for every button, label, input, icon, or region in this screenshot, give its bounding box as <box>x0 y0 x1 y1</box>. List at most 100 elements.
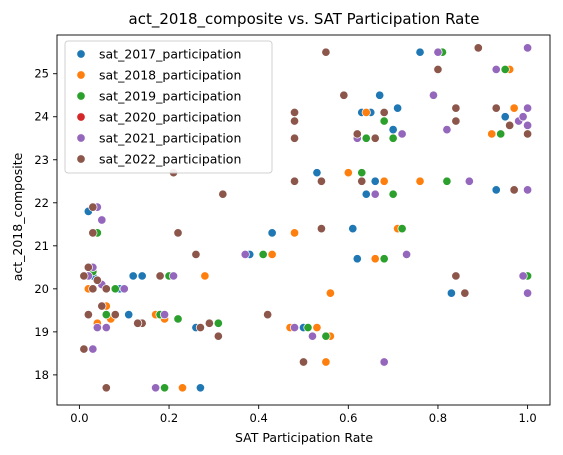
data-point <box>388 189 398 199</box>
data-point <box>137 271 147 281</box>
x-tick-label: 1.0 <box>518 411 536 425</box>
data-point <box>101 284 111 294</box>
data-point <box>79 271 89 281</box>
legend-marker <box>76 91 86 101</box>
data-point <box>316 224 326 234</box>
data-point <box>361 189 371 199</box>
data-point <box>160 310 170 320</box>
data-point <box>321 357 331 367</box>
data-point <box>92 275 102 285</box>
data-point <box>393 103 403 113</box>
data-point <box>509 103 519 113</box>
x-tick-label: 0.6 <box>339 411 357 425</box>
data-point <box>83 262 93 272</box>
data-point <box>155 271 165 281</box>
data-point <box>133 318 143 328</box>
data-point <box>379 107 389 117</box>
data-point <box>151 383 161 393</box>
data-point <box>442 176 452 186</box>
data-point <box>357 176 367 186</box>
data-point <box>263 310 273 320</box>
data-point <box>325 288 335 298</box>
data-point <box>415 176 425 186</box>
data-point <box>119 284 129 294</box>
legend-marker <box>76 112 86 122</box>
data-point <box>509 185 519 195</box>
data-point <box>348 224 358 234</box>
data-point <box>370 254 380 264</box>
data-point <box>339 90 349 100</box>
data-point <box>298 357 309 367</box>
data-point <box>213 331 223 341</box>
data-point <box>361 133 371 143</box>
y-tick-label: 20 <box>34 282 49 296</box>
plot-frame <box>56 34 551 406</box>
data-point <box>415 47 425 57</box>
legend-label: sat_2021_participation <box>99 131 241 146</box>
data-point <box>101 310 111 320</box>
data-point <box>321 47 331 57</box>
data-point <box>307 331 318 341</box>
y-tick-label: 19 <box>34 325 49 339</box>
y-axis-label: act_2018_composite <box>10 152 25 281</box>
data-point <box>500 64 510 74</box>
data-point <box>473 43 483 53</box>
data-point <box>451 103 461 113</box>
data-point <box>523 43 533 53</box>
data-point <box>101 323 111 333</box>
legend-box <box>64 40 273 174</box>
data-point <box>428 90 439 100</box>
data-point <box>303 323 313 333</box>
data-point <box>289 228 300 238</box>
data-point <box>460 288 470 298</box>
data-point <box>433 47 443 57</box>
legend-label: sat_2020_participation <box>99 110 241 125</box>
data-point <box>523 288 533 298</box>
legend-marker <box>76 49 86 59</box>
data-point <box>464 176 474 186</box>
data-point <box>352 254 362 264</box>
legend-label: sat_2019_participation <box>99 89 241 104</box>
data-point <box>379 254 389 264</box>
y-tick-label: 18 <box>34 368 49 382</box>
data-point <box>101 383 111 393</box>
data-point <box>195 323 205 333</box>
y-tick-label: 24 <box>34 110 49 124</box>
data-point <box>88 202 98 212</box>
series-sat_2022_participation <box>79 43 533 393</box>
data-point <box>487 129 497 139</box>
data-point <box>518 271 528 281</box>
data-point <box>289 323 300 333</box>
x-axis-label: SAT Participation Rate <box>235 430 373 445</box>
data-point <box>312 323 322 333</box>
data-point <box>523 103 533 113</box>
chart-title: act_2018_composite vs. SAT Participation… <box>129 10 480 29</box>
data-point <box>370 176 380 186</box>
data-point <box>173 314 183 324</box>
data-point <box>195 383 205 393</box>
data-point <box>191 249 201 259</box>
data-point <box>200 271 210 281</box>
data-point <box>361 107 371 117</box>
data-point <box>446 288 456 298</box>
x-tick-label: 0.4 <box>250 411 268 425</box>
data-point <box>375 90 385 100</box>
data-point <box>213 318 223 328</box>
data-point <box>388 133 398 143</box>
data-point <box>168 271 179 281</box>
y-tick-label: 23 <box>34 153 49 167</box>
data-point <box>88 344 98 354</box>
data-point <box>397 129 407 139</box>
data-point <box>491 185 501 195</box>
data-point <box>88 284 98 294</box>
data-point <box>357 168 367 178</box>
legend-marker <box>76 154 86 164</box>
data-point <box>370 189 380 199</box>
x-tick-label: 0.0 <box>70 411 88 425</box>
data-point <box>433 64 443 74</box>
data-point <box>312 168 322 178</box>
data-point <box>442 125 452 135</box>
data-point <box>518 112 528 122</box>
data-point <box>124 310 134 320</box>
